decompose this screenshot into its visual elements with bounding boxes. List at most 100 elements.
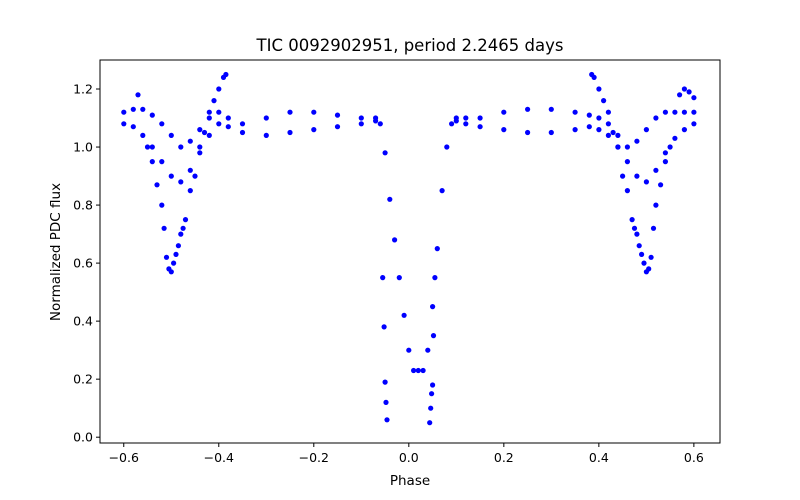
data-point-s1-13 xyxy=(263,132,269,138)
x-tick-label-3: 0.0 xyxy=(399,450,419,465)
data-point-s2-40 xyxy=(610,129,616,136)
data-point-s0-50 xyxy=(662,109,669,115)
data-point-s0-12 xyxy=(239,121,246,127)
data-point-s2-8 xyxy=(168,269,174,275)
data-point-s0-6 xyxy=(178,144,184,150)
data-point-s0-16 xyxy=(334,112,341,118)
data-point-s2-37 xyxy=(596,86,602,92)
data-point-s0-33 xyxy=(444,144,450,150)
data-point-s2-21 xyxy=(216,86,222,92)
data-point-s1-9 xyxy=(206,132,212,138)
data-point-s2-26 xyxy=(382,379,388,385)
data-point-s0-10 xyxy=(216,109,222,115)
data-point-s0-39 xyxy=(525,106,531,112)
data-point-s2-30 xyxy=(428,405,434,411)
data-point-s0-21 xyxy=(387,196,393,202)
data-point-s0-28 xyxy=(420,367,426,374)
data-point-s0-43 xyxy=(596,115,602,121)
data-point-s0-22 xyxy=(392,237,398,243)
data-point-s1-8 xyxy=(197,150,203,156)
data-point-s2-53 xyxy=(650,225,657,231)
data-point-s2-39 xyxy=(605,109,612,115)
data-point-s0-48 xyxy=(643,127,650,133)
data-point-s2-46 xyxy=(634,231,640,237)
data-point-s1-5 xyxy=(168,173,174,179)
data-point-s0-2 xyxy=(140,106,146,112)
data-point-s0-1 xyxy=(130,106,136,112)
x-tick-label-1: −0.4 xyxy=(204,450,234,465)
data-point-s0-4 xyxy=(159,121,165,127)
x-axis-ticks: −0.6 −0.4 −0.2 0.0 0.2 0.4 0.6 xyxy=(109,443,704,465)
data-point-s2-3 xyxy=(154,182,160,188)
x-axis-label: Phase xyxy=(390,473,430,489)
data-point-s1-4 xyxy=(159,159,165,165)
y-tick-label-3: 0.6 xyxy=(73,256,93,271)
data-point-s1-16 xyxy=(334,124,341,130)
data-point-s1-28 xyxy=(605,132,612,138)
data-point-s2-56 xyxy=(662,159,669,165)
data-point-s1-10 xyxy=(216,121,222,127)
data-point-s1-2 xyxy=(140,132,146,138)
data-point-s0-14 xyxy=(287,109,293,115)
data-point-s2-42 xyxy=(620,173,626,179)
data-point-s0-17 xyxy=(358,115,364,121)
y-tick-label-6: 1.2 xyxy=(73,82,93,97)
data-point-s2-0 xyxy=(135,92,141,98)
data-point-s0-32 xyxy=(439,188,445,194)
data-point-s2-49 xyxy=(641,260,647,266)
x-tick-label-2: −0.2 xyxy=(299,450,329,465)
data-point-s2-28 xyxy=(384,417,390,423)
data-point-s1-32 xyxy=(643,179,650,185)
data-point-s2-25 xyxy=(381,324,387,330)
x-tick-label-0: −0.6 xyxy=(109,450,139,465)
data-point-s0-19 xyxy=(377,121,383,127)
data-point-s1-31 xyxy=(634,173,640,179)
data-point-s0-23 xyxy=(396,275,402,281)
data-point-s0-9 xyxy=(206,115,212,121)
y-axis-ticks: 0.0 0.2 0.4 0.6 0.8 1.0 1.2 xyxy=(73,82,100,445)
data-point-s2-15 xyxy=(187,188,193,194)
data-point-s2-36 xyxy=(591,74,597,80)
y-axis-label: Normalized PDC flux xyxy=(48,183,64,321)
data-point-s2-61 xyxy=(691,95,697,101)
y-tick-label-2: 0.4 xyxy=(73,314,93,329)
data-point-s2-60 xyxy=(686,89,692,95)
data-point-s2-32 xyxy=(430,382,436,388)
data-point-s2-34 xyxy=(432,275,438,281)
data-point-s0-45 xyxy=(615,132,621,138)
data-point-s2-20 xyxy=(211,98,217,104)
data-point-s1-15 xyxy=(311,127,317,133)
data-point-s1-26 xyxy=(586,124,592,130)
data-point-s2-27 xyxy=(383,399,389,405)
data-point-s1-27 xyxy=(596,127,602,133)
data-point-s2-43 xyxy=(624,188,631,194)
data-point-s2-31 xyxy=(429,391,435,397)
data-point-s2-13 xyxy=(180,225,186,231)
data-point-s0-15 xyxy=(311,109,317,115)
data-point-s1-0 xyxy=(121,121,127,127)
data-point-s0-42 xyxy=(586,112,592,118)
data-point-s2-16 xyxy=(192,173,198,179)
y-tick-label-4: 0.8 xyxy=(73,198,93,213)
data-point-s2-41 xyxy=(615,144,621,150)
data-point-s1-14 xyxy=(287,129,293,136)
data-point-s0-51 xyxy=(672,109,678,115)
data-point-s2-29 xyxy=(427,420,433,426)
data-point-s1-11 xyxy=(225,124,231,130)
data-point-s1-24 xyxy=(548,129,554,136)
plot-area-frame xyxy=(99,59,721,444)
data-point-s0-20 xyxy=(382,150,388,156)
data-point-s0-13 xyxy=(263,115,269,121)
data-point-s1-18 xyxy=(373,118,379,124)
y-tick-label-0: 0.0 xyxy=(73,430,93,445)
x-tick-label-5: 0.4 xyxy=(589,450,609,465)
data-point-s0-47 xyxy=(634,138,640,144)
data-point-s2-11 xyxy=(175,243,181,249)
data-point-s2-59 xyxy=(681,86,688,92)
data-point-s2-9 xyxy=(171,260,177,266)
data-point-s1-19 xyxy=(453,118,459,124)
data-point-s2-33 xyxy=(430,333,437,339)
data-point-s2-55 xyxy=(658,182,664,188)
data-point-s2-12 xyxy=(178,231,184,237)
data-point-s1-21 xyxy=(477,124,483,130)
